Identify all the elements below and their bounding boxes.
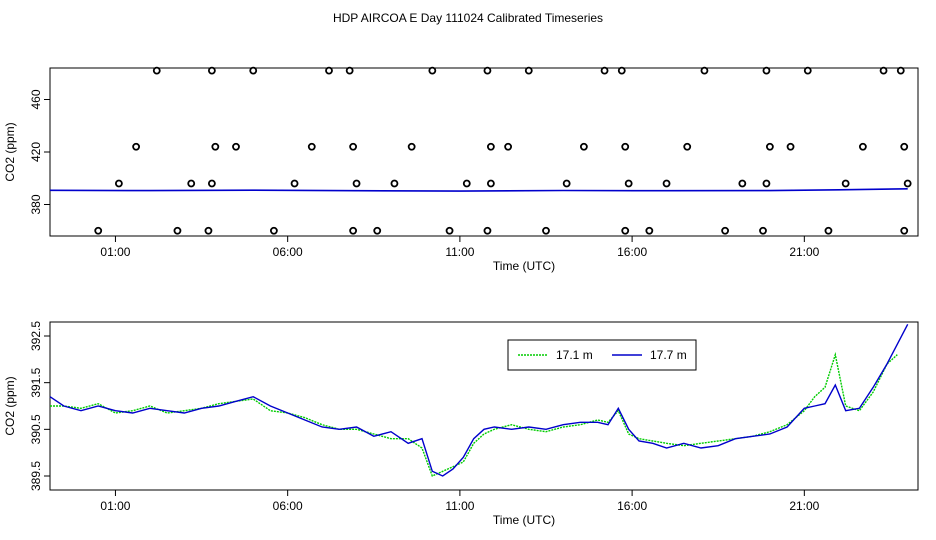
scatter-point [483, 226, 492, 235]
figure-title: HDP AIRCOA E Day 111024 Calibrated Times… [333, 11, 603, 25]
y-axis-label: CO2 (ppm) [3, 122, 17, 181]
scatter-point [824, 226, 833, 235]
scatter-point [290, 179, 299, 188]
scatter-point [762, 179, 771, 188]
x-tick-label: 16:00 [617, 499, 647, 513]
scatter-point [249, 66, 258, 75]
x-tick-label: 16:00 [617, 245, 647, 259]
scatter-point [900, 142, 909, 151]
series-line [49, 188, 908, 192]
scatter-point [738, 179, 747, 188]
scatter-point [721, 226, 730, 235]
scatter-point [486, 179, 495, 188]
scatter-point [617, 66, 626, 75]
plot-frame [49, 321, 919, 491]
scatter-point [173, 226, 182, 235]
x-tick-label: 11:00 [445, 245, 474, 259]
top-chart: 01:00 06:00 11:00 16:00 21:00 380 420 460 Time (… [3, 66, 919, 273]
legend: 17.1 m 17.7 m [507, 339, 697, 371]
scatter-point [207, 66, 216, 75]
y-axis-label: CO2 (ppm) [3, 376, 17, 435]
y-tick-label: 390.5 [29, 414, 43, 444]
scatter-point [562, 179, 571, 188]
x-tick-label: 21:00 [789, 245, 819, 259]
x-tick-label: 11:00 [445, 499, 474, 513]
scatter-point [204, 226, 213, 235]
legend-label: 17.1 m [556, 348, 593, 362]
scatter-point [483, 66, 492, 75]
scatter-point [307, 142, 316, 151]
scatter-point [407, 142, 416, 151]
scatter-point [700, 66, 709, 75]
scatter-point [903, 179, 912, 188]
scatter-point [349, 142, 358, 151]
plot-frame [49, 67, 919, 237]
scatter-point [683, 142, 692, 151]
bottom-chart: 01:00 06:00 11:00 16:00 21:00 389.5 390.5 391.5… [3, 321, 919, 527]
scatter-point [325, 66, 333, 75]
scatter-point [621, 226, 630, 235]
scatter-point [896, 66, 905, 75]
x-axis-label: Time (UTC) [493, 259, 555, 273]
legend-label: 17.7 m [650, 348, 687, 362]
scatter-point [900, 226, 909, 235]
x-axis-label: Time (UTC) [493, 513, 555, 527]
scatter-point [762, 66, 771, 75]
series-line-0 [50, 351, 898, 477]
scatter-point [349, 226, 358, 235]
y-tick-label: 389.5 [29, 461, 43, 491]
scatter-point [858, 142, 867, 151]
y-tick-label: 460 [29, 89, 43, 109]
scatter-point [879, 66, 888, 75]
x-tick-label: 01:00 [100, 499, 130, 513]
scatter-point [579, 142, 588, 151]
scatter-point [600, 66, 609, 75]
scatter-point [207, 179, 216, 188]
x-tick-label: 06:00 [273, 245, 303, 259]
scatter-point [486, 142, 495, 151]
scatter-point [624, 179, 633, 188]
scatter-point [187, 179, 196, 188]
y-tick-label: 420 [29, 142, 43, 162]
scatter-point [841, 179, 850, 188]
scatter-point [662, 179, 671, 188]
x-tick-label: 01:00 [100, 245, 130, 259]
x-tick-label: 06:00 [273, 499, 303, 513]
y-tick-label: 392.5 [29, 321, 43, 351]
scatter-point [803, 66, 812, 75]
scatter-point [428, 66, 437, 75]
scatter-point [373, 226, 382, 235]
scatter-point [542, 226, 550, 235]
y-tick-label: 380 [29, 194, 43, 214]
scatter-point [132, 142, 141, 151]
scatter-point [445, 226, 454, 235]
scatter-point [759, 226, 767, 235]
scatter-point [504, 142, 513, 151]
series-line-1 [49, 323, 909, 477]
scatter-point [765, 142, 774, 151]
scatter-point [390, 179, 399, 188]
scatter-point [621, 142, 630, 151]
y-tick-label: 391.5 [29, 367, 43, 397]
scatter-point [94, 226, 103, 235]
scatter-point [211, 142, 220, 151]
scatter-point [352, 179, 361, 188]
scatter-point [645, 226, 654, 235]
scatter-point [114, 179, 123, 188]
scatter-point [524, 66, 533, 75]
scatter-point [269, 226, 278, 235]
x-tick-label: 21:00 [789, 499, 819, 513]
scatter-point [462, 179, 471, 188]
scatter-point [786, 142, 795, 151]
scatter-point [345, 66, 354, 75]
scatter-point [232, 142, 240, 151]
scatter-point [152, 66, 161, 75]
